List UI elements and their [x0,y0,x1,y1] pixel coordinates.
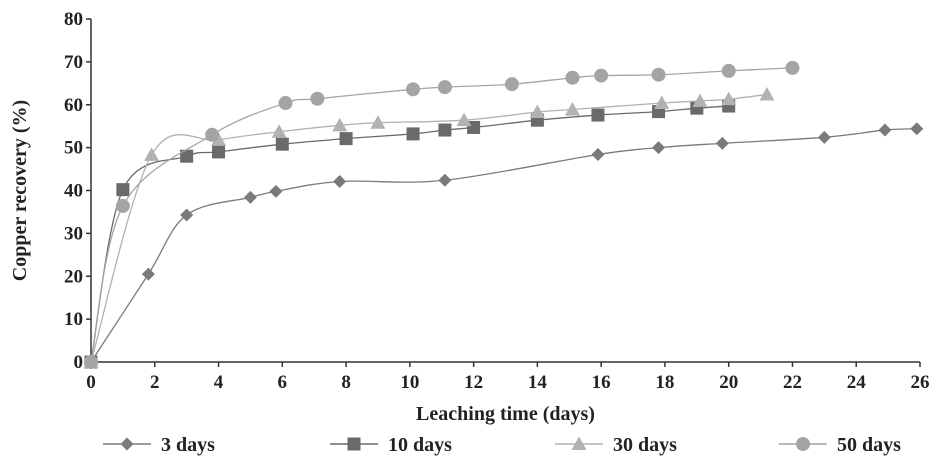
x-tick-label-16: 16 [592,372,611,393]
data-point-3-days-4 [269,184,283,198]
data-point-50-days-6 [437,80,452,95]
x-tick-label-12: 12 [464,372,483,393]
x-tick-label-0: 0 [86,372,96,393]
data-point-3-days-2 [180,208,194,222]
data-point-30-days-12 [759,86,775,101]
data-point-3-days-7 [591,147,605,161]
legend-item-3-days: 3 days [103,434,215,456]
legend-marker [120,437,134,451]
data-point-3-days-8 [652,141,666,155]
data-point-30-days-9 [654,95,670,110]
data-point-30-days-5 [370,115,386,129]
legend: 3 days 10 days 30 days 50 days [103,434,901,456]
data-point-30-days-4 [332,117,348,132]
series-line-50-days [90,67,793,363]
data-point-50-days-2 [205,127,220,142]
x-tick-label-20: 20 [719,372,738,393]
data-point-50-days-8 [565,70,580,85]
x-tick-label-24: 24 [847,372,867,393]
y-tick-label-60: 60 [64,95,83,116]
data-point-10-days-1 [116,183,130,197]
data-point-3-days-5 [333,174,347,188]
x-tick-label-4: 4 [214,372,224,393]
x-tick-label-22: 22 [783,372,802,393]
data-point-50-days-11 [721,63,736,78]
data-point-50-days-5 [406,82,421,97]
legend-item-10-days: 10 days [330,434,452,456]
legend-label: 10 days [388,434,452,456]
y-axis-title: Copper recovery (%) [9,100,31,281]
data-point-3-days-11 [878,123,892,137]
data-point-50-days-0 [84,355,98,369]
series-line-3-days [90,128,917,363]
series-3-days [84,122,924,369]
x-axis-title: Leaching time (days) [416,403,595,425]
data-point-30-days-1 [144,147,160,161]
data-point-10-days-2 [180,149,194,163]
x-ticks: 0 2 4 6 8 10 12 14 16 18 20 22 24 26 [86,362,930,393]
series-50-days [84,60,800,369]
x-tick-label-6: 6 [278,372,288,393]
y-tick-label-30: 30 [64,223,83,244]
legend-label: 50 days [837,434,901,456]
data-point-10-days-6 [406,127,420,141]
y-tick-label-20: 20 [64,266,83,287]
data-point-30-days-11 [721,91,737,106]
data-point-50-days-3 [278,96,293,111]
data-point-10-days-7 [438,123,452,137]
legend-marker [571,436,587,450]
legend-item-30-days: 30 days [555,434,677,456]
legend-label: 3 days [161,434,215,456]
x-tick-label-26: 26 [911,372,930,393]
data-point-3-days-6 [438,173,452,187]
series-line-30-days [90,93,768,363]
x-tick-label-2: 2 [150,372,160,393]
data-point-3-days-1 [141,267,155,281]
y-ticks: 0 10 20 30 40 50 60 70 80 [64,9,91,373]
y-tick-label-0: 0 [74,352,84,373]
y-tick-label-10: 10 [64,309,83,330]
data-point-50-days-10 [651,67,666,82]
data-point-30-days-3 [271,124,287,138]
y-tick-label-40: 40 [64,181,83,202]
legend-marker [796,437,810,451]
data-point-50-days-1 [115,198,130,213]
data-point-30-days-6 [456,112,472,127]
data-point-50-days-7 [504,77,519,92]
x-tick-label-8: 8 [341,372,351,393]
legend-label: 30 days [613,434,677,456]
data-point-3-days-10 [817,130,831,144]
legend-item-50-days: 50 days [779,434,901,456]
y-tick-label-80: 80 [64,9,83,30]
series-10-days [84,99,736,369]
data-point-50-days-9 [594,68,609,83]
series-line-10-days [90,105,729,363]
data-point-50-days-12 [785,60,800,75]
x-tick-label-18: 18 [655,372,674,393]
legend-marker [347,437,361,451]
series-group [83,60,924,369]
series-30-days [83,86,775,368]
data-point-10-days-4 [275,137,289,151]
x-tick-label-14: 14 [528,372,548,393]
data-point-10-days-10 [591,108,605,122]
data-point-30-days-7 [529,104,545,119]
data-point-10-days-3 [212,145,226,159]
data-point-3-days-3 [243,190,257,204]
data-point-3-days-9 [715,136,729,150]
data-point-50-days-4 [310,91,325,106]
y-tick-label-70: 70 [64,52,83,73]
data-point-10-days-5 [339,132,353,146]
data-point-30-days-2 [211,132,227,146]
data-point-30-days-8 [564,101,580,116]
x-tick-label-10: 10 [400,372,419,393]
data-point-3-days-12 [910,122,924,136]
data-point-30-days-10 [692,93,708,107]
y-tick-label-50: 50 [64,138,83,159]
